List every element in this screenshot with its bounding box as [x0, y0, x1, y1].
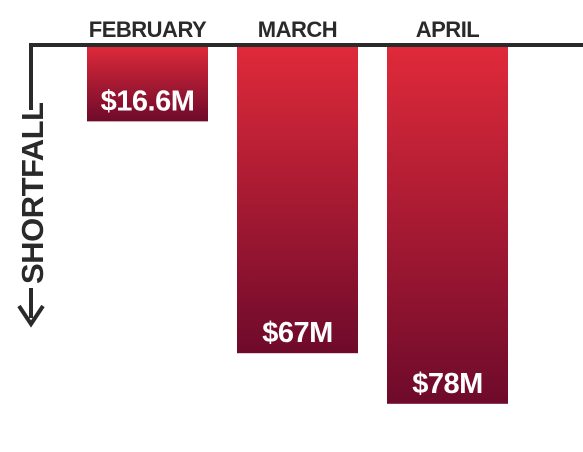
value-label-february: $16.6M [101, 85, 195, 117]
value-label-april: $78M [412, 368, 483, 400]
bar-february [87, 45, 208, 122]
bar-march [237, 45, 358, 354]
category-label-march: MARCH [258, 17, 337, 42]
category-label-april: APRIL [416, 17, 480, 42]
category-label-february: FEBRUARY [89, 17, 207, 42]
down-arrow-icon [17, 304, 45, 328]
bar-april [387, 45, 508, 404]
category-labels-group: FEBRUARY MARCH APRIL [89, 17, 480, 42]
y-axis-label: SHORTFALL [15, 103, 50, 285]
value-label-march: $67M [262, 317, 333, 349]
bars-group: $16.6M $67M $78M [87, 45, 508, 404]
